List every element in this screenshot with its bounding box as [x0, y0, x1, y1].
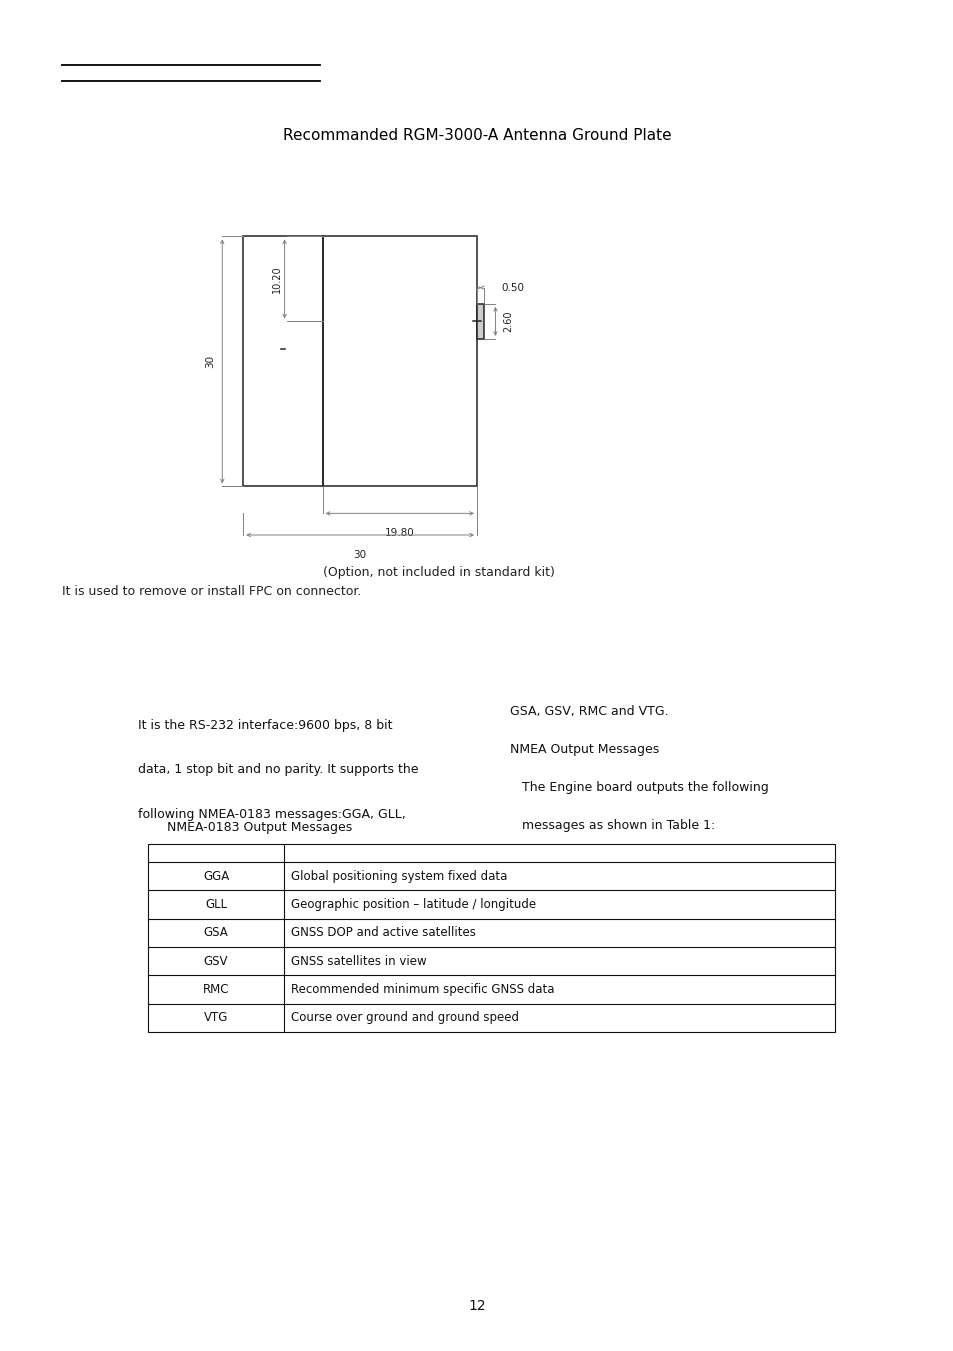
- Text: Recommended minimum specific GNSS data: Recommended minimum specific GNSS data: [291, 984, 554, 996]
- Bar: [322, 236, 476, 486]
- Text: data, 1 stop bit and no parity. It supports the: data, 1 stop bit and no parity. It suppo…: [138, 763, 418, 777]
- Text: 10.20: 10.20: [272, 265, 282, 293]
- Text: GGA: GGA: [203, 870, 229, 882]
- Text: Course over ground and ground speed: Course over ground and ground speed: [291, 1012, 518, 1024]
- Text: 19.80: 19.80: [385, 528, 415, 538]
- Text: Recommanded RGM-3000-A Antenna Ground Plate: Recommanded RGM-3000-A Antenna Ground Pl…: [282, 127, 671, 143]
- Text: RMC: RMC: [203, 984, 229, 996]
- Text: GSA: GSA: [204, 927, 228, 939]
- Text: following NMEA-0183 messages:GGA, GLL,: following NMEA-0183 messages:GGA, GLL,: [138, 808, 406, 821]
- Text: GNSS satellites in view: GNSS satellites in view: [291, 955, 426, 967]
- Text: The Engine board outputs the following: The Engine board outputs the following: [510, 781, 768, 794]
- Text: It is the RS-232 interface:9600 bps, 8 bit: It is the RS-232 interface:9600 bps, 8 b…: [138, 719, 393, 732]
- Text: NMEA Output Messages: NMEA Output Messages: [510, 743, 659, 757]
- Text: 0.50: 0.50: [500, 282, 523, 293]
- Text: GSA, GSV, RMC and VTG.: GSA, GSV, RMC and VTG.: [510, 705, 668, 719]
- Text: 30: 30: [354, 550, 366, 559]
- Text: It is used to remove or install FPC on connector.: It is used to remove or install FPC on c…: [62, 585, 361, 598]
- Text: (Option, not included in standard kit): (Option, not included in standard kit): [322, 566, 555, 580]
- Text: 2.60: 2.60: [502, 311, 513, 332]
- Text: GLL: GLL: [205, 898, 227, 911]
- Text: NMEA-0183 Output Messages: NMEA-0183 Output Messages: [167, 820, 352, 834]
- Bar: [148, 844, 834, 1032]
- Text: Global positioning system fixed data: Global positioning system fixed data: [291, 870, 507, 882]
- Bar: [243, 236, 322, 486]
- Text: VTG: VTG: [204, 1012, 228, 1024]
- Text: GSV: GSV: [204, 955, 228, 967]
- Text: messages as shown in Table 1:: messages as shown in Table 1:: [510, 819, 715, 832]
- Text: 12: 12: [468, 1300, 485, 1313]
- Text: 30: 30: [205, 355, 214, 367]
- Text: Geographic position – latitude / longitude: Geographic position – latitude / longitu…: [291, 898, 536, 911]
- Text: GNSS DOP and active satellites: GNSS DOP and active satellites: [291, 927, 476, 939]
- Bar: [476, 304, 483, 339]
